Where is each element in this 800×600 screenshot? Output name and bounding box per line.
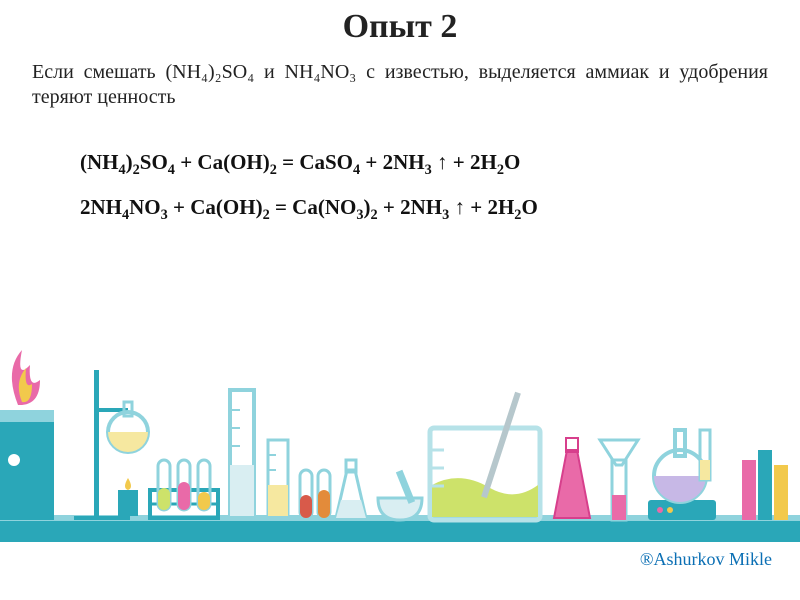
books-icon — [742, 450, 788, 520]
grad-cylinder-tall-icon — [222, 390, 262, 520]
hotplate-flask-icon — [648, 430, 716, 520]
slide-title: Опыт 2 — [0, 8, 800, 46]
lab-bench-illustration — [0, 310, 800, 550]
equations-block: (NH4)2SO4 + Ca(OH)2 = CaSO4 + 2NH3 ↑ + 2… — [80, 150, 760, 240]
slide: Опыт 2 Если смешать (NH₄)₂SO₄ и NH₄NO₃ с… — [0, 0, 800, 600]
mortar-pestle-icon — [378, 470, 422, 520]
burner-stand-icon — [0, 350, 54, 520]
equation-2: 2NH4NO3 + Ca(OH)2 = Ca(NO3)2 + 2NH3 ↑ + … — [80, 195, 760, 224]
large-beaker-icon — [430, 392, 540, 520]
ring-stand-icon — [74, 370, 148, 520]
equation-1: (NH4)2SO4 + Ca(OH)2 = CaSO4 + 2NH3 ↑ + 2… — [80, 150, 760, 179]
erlenmeyer-small-icon — [336, 460, 366, 518]
intro-paragraph: Если смешать (NH₄)₂SO₄ и NH₄NO₃ с извест… — [32, 60, 768, 110]
two-tubes-icon — [300, 470, 330, 518]
author-credit: ®Ashurkov Mikle — [640, 549, 772, 570]
grad-cylinder-mid-icon — [262, 440, 294, 520]
funnel-tube-icon — [600, 440, 638, 520]
erlenmeyer-pink-icon — [554, 438, 590, 518]
test-tube-rack-icon — [150, 460, 218, 518]
